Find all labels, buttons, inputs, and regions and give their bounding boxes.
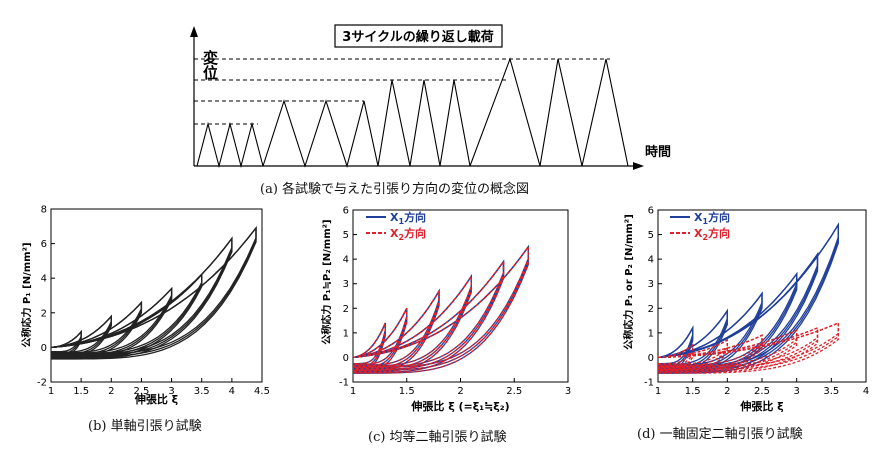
chart-b-xlabel: 伸張比 ξ [134,392,178,406]
chart-d: 1 1.5 2 2.5 3 3.5 4 -1 0 1 2 3 4 5 6 伸張比 ξ 公称応力 P₁ or P₂… [622,206,869,414]
chart-d-xtick-label: 1.5 [685,386,701,397]
chart-d-ytick-label: 5 [648,230,654,241]
chart-d-xtick-label: 2.5 [754,386,770,397]
caption-c: (c) 均等二軸引張り試験 [368,430,507,445]
chart-d-series-2-loop [658,322,839,374]
chart-c-plot-area [353,244,529,374]
chart-d-series-1-loop [658,325,694,368]
chart-c-legend-label: X2方向 [390,226,426,242]
chart-c-series-2-loop [353,307,408,371]
concept-label-box [334,24,503,48]
concept-x-arrow [633,162,644,170]
chart-c-ytick-label: 6 [343,206,349,217]
concept-y-arrow [190,26,198,37]
chart-c: 1 1.5 2 2.5 3 -1 0 1 2 3 4 5 6 伸張比 ξ (=ξ₁≒ξ₂) 公称応力 P₁≒… [320,206,571,414]
chart-c-xtick-label: 2.5 [506,386,522,397]
chart-d-xtick-label: 3 [793,386,799,397]
caption-b: (b) 単軸引張り試験 [88,419,202,434]
chart-b-ytick-label: -2 [37,378,47,389]
chart-c-xtick-label: 1 [350,386,356,397]
chart-b-plot-area [51,226,257,360]
chart-b-series-1-loop [51,236,233,360]
chart-b: 1 1.5 2 2.5 3 3.5 4 4.5 -2 0 2 4 6 8 伸張比 ξ 公称応力 P₁ [N/m… [20,205,270,407]
chart-b-xtick-label: 3.5 [194,386,210,397]
chart-b-ylabel: 公称応力 P₁ [N/mm²] [20,242,33,347]
cycle-group-2 [262,99,379,168]
chart-d-xtick-label: 4 [863,386,869,397]
chart-d-series-2-loop [658,326,819,371]
chart-c-series-2-loop [353,274,472,373]
chart-c-ytick-label: 4 [343,255,349,266]
chart-d-xlabel: 伸張比 ξ [739,399,783,413]
chart-d-ylabel: 公称応力 P₁ or P₂ [N/mm²] [622,214,635,350]
chart-b-frame [50,208,263,383]
chart-b-xtick-label: 2 [108,386,114,397]
chart-d-xtick-label: 2 [724,386,730,397]
cycle-group-4 [469,57,629,167]
chart-c-legend-label: X1方向 [390,210,426,226]
chart-c-series-2-loop [353,259,505,374]
chart-d-ytick-label: 6 [648,206,654,217]
chart-b-ytick-label: 8 [41,205,47,216]
concept-diagram: 変位 時間 3サイクルの繰り返し載荷 [190,24,671,170]
chart-d-ytick-label: 1 [648,328,654,339]
concept-x-label: 時間 [645,144,671,160]
chart-c-ytick-label: 2 [343,304,349,315]
chart-b-xtick-label: 1.5 [73,386,89,397]
caption-d: (d) 一軸固定二軸引張り試験 [637,427,803,442]
chart-d-ytick-label: 3 [648,279,654,290]
chart-c-xtick-label: 1.5 [399,386,415,397]
chart-b-ytick-label: 4 [41,274,47,285]
chart-c-ytick-label: 0 [343,353,349,364]
chart-b-xtick-label: 2.5 [133,386,149,397]
chart-c-series-2-loop [353,307,408,368]
chart-d-legend-label: X1方向 [694,210,730,226]
chart-b-xtick-label: 3 [168,386,174,397]
chart-c-xlabel: 伸張比 ξ (=ξ₁≒ξ₂) [410,399,509,413]
chart-b-xtick-label: 4 [229,386,235,397]
chart-d-legend-label: X2方向 [694,226,730,242]
chart-c-xtick-label: 2 [457,386,463,397]
chart-d-xtick-label: 1 [655,386,661,397]
caption-a: (a) 各試験で与えた引張り方向の変位の概念図 [260,182,530,197]
chart-c-series-1-loop [353,307,408,368]
chart-b-ytick-label: 0 [41,343,47,354]
chart-c-xtick-label: 3 [565,386,571,397]
concept-label-text: 3サイクルの繰り返し載荷 [342,29,493,45]
chart-c-series-2-loop [353,288,440,372]
chart-c-ytick-label: 1 [343,328,349,339]
chart-d-ytick-label: 0 [648,353,654,364]
chart-b-xtick-label: 1 [48,386,54,397]
chart-b-ytick-label: 2 [41,308,47,319]
chart-b-series-1-loop [51,226,257,360]
chart-d-series-2-loop [658,326,819,374]
chart-b-xtick-label: 4.5 [254,386,270,397]
chart-b-series-1-loop [51,236,233,355]
chart-c-ytick-label: -1 [339,378,349,389]
chart-c-ytick-label: 5 [343,230,349,241]
cycle-group-3 [377,79,471,167]
chart-d-ytick-label: 2 [648,304,654,315]
cycle-group-1 [196,121,264,169]
chart-d-plot-area [658,222,839,374]
chart-c-series-2-loop [353,244,529,374]
chart-d-xtick-label: 3.5 [823,386,839,397]
chart-b-series-1-loop [51,273,203,355]
chart-b-ytick-label: 6 [41,239,47,250]
chart-c-series-2-loop [353,322,386,371]
chart-d-ytick-label: 4 [648,255,654,266]
chart-c-series-2-loop [353,259,505,368]
chart-c-series-1-loop [353,259,505,368]
chart-c-ylabel: 公称応力 P₁≒P₂ [N/mm²] [320,219,333,344]
chart-d-ytick-label: -1 [644,378,654,389]
concept-y-label: 変位 [201,49,219,80]
chart-c-ytick-label: 3 [343,279,349,290]
